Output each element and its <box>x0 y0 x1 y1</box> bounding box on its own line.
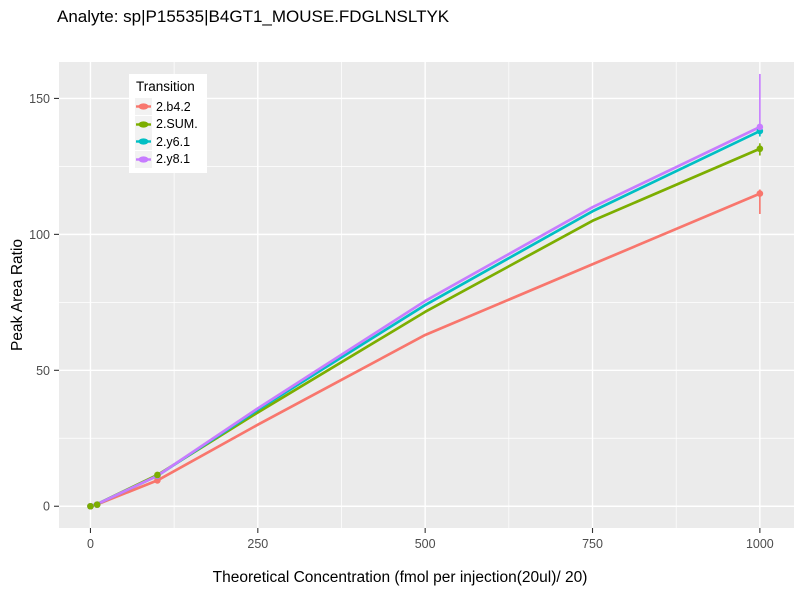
x-tick-label: 250 <box>247 537 268 551</box>
y-tick-label: 150 <box>29 92 50 106</box>
legend-item-2.SUM.: 2.SUM. <box>135 115 207 134</box>
legend-title: Transition <box>136 79 195 94</box>
y-tick-label: 0 <box>43 500 50 514</box>
legend-item-label: 2.SUM. <box>156 117 198 132</box>
x-tick-label: 1000 <box>746 537 774 551</box>
data-point-2.SUM. <box>756 145 764 153</box>
legend-item-label: 2.y6.1 <box>156 134 191 149</box>
legend-key-icon <box>135 115 152 133</box>
legend: Transition 2.b4.2 2.SUM. 2.y6.1 2.y8.1 <box>129 74 207 173</box>
data-point-2.b4.2 <box>154 477 161 484</box>
axis-ticks-and-labels: 0 250 500 750 1000 0 50 100 150 <box>29 92 774 551</box>
legend-item-2.y8.1: 2.y8.1 <box>135 150 207 169</box>
legend-items: 2.b4.2 2.SUM. 2.y6.1 2.y8.1 <box>135 98 207 168</box>
y-axis-label: Peak Area Ratio <box>9 238 26 352</box>
y-tick-label: 100 <box>29 228 50 242</box>
x-tick-label: 500 <box>415 537 436 551</box>
legend-key-icon <box>135 150 152 168</box>
y-tick-label: 50 <box>36 364 50 378</box>
legend-item-2.b4.2: 2.b4.2 <box>135 98 207 116</box>
legend-item-label: 2.b4.2 <box>156 99 191 114</box>
x-axis-label: Theoretical Concentration (fmol per inje… <box>212 569 588 586</box>
legend-item-label: 2.y8.1 <box>156 152 191 167</box>
legend-item-2.y6.1: 2.y6.1 <box>135 133 207 151</box>
x-tick-label: 0 <box>87 537 94 551</box>
chart-title: Analyte: sp|P15535|B4GT1_MOUSE.FDGLNSLTY… <box>57 7 450 26</box>
data-point-2.y8.1 <box>756 123 764 131</box>
data-point-2.b4.2 <box>756 190 764 197</box>
data-point-2.SUM. <box>87 502 94 510</box>
data-point-2.SUM. <box>154 471 161 479</box>
x-tick-label: 750 <box>582 537 603 551</box>
legend-key-icon <box>135 133 152 151</box>
legend-key-icon <box>135 98 152 116</box>
data-point-2.SUM. <box>93 501 101 508</box>
